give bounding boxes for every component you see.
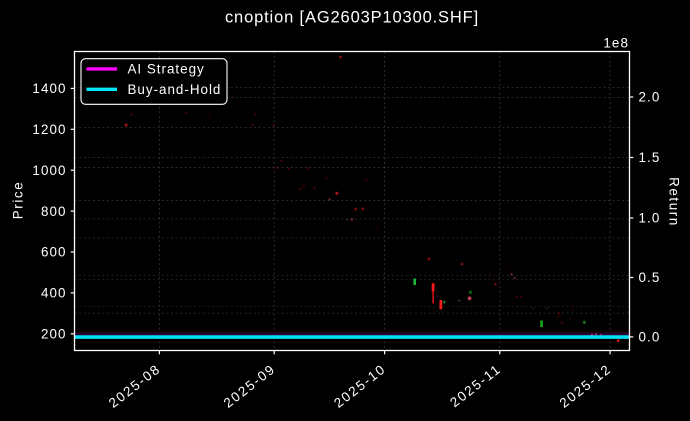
svg-text:1000: 1000: [32, 163, 66, 178]
svg-text:1e8: 1e8: [603, 36, 629, 51]
svg-text:Return: Return: [667, 177, 682, 227]
svg-text:AI Strategy: AI Strategy: [128, 62, 205, 77]
svg-text:400: 400: [41, 286, 67, 301]
svg-text:200: 200: [41, 327, 67, 342]
svg-text:1.5: 1.5: [639, 150, 661, 165]
svg-text:Price: Price: [11, 181, 26, 220]
svg-text:1.0: 1.0: [639, 211, 661, 226]
svg-text:cnoption [AG2603P10300.SHF]: cnoption [AG2603P10300.SHF]: [225, 8, 479, 26]
svg-text:600: 600: [41, 245, 67, 260]
svg-text:0.5: 0.5: [639, 270, 661, 285]
svg-text:0.0: 0.0: [639, 330, 661, 345]
svg-text:2.0: 2.0: [639, 90, 661, 105]
svg-text:1400: 1400: [32, 81, 66, 96]
svg-text:1200: 1200: [32, 122, 66, 137]
svg-text:Buy-and-Hold: Buy-and-Hold: [128, 82, 222, 97]
svg-text:800: 800: [41, 204, 67, 219]
